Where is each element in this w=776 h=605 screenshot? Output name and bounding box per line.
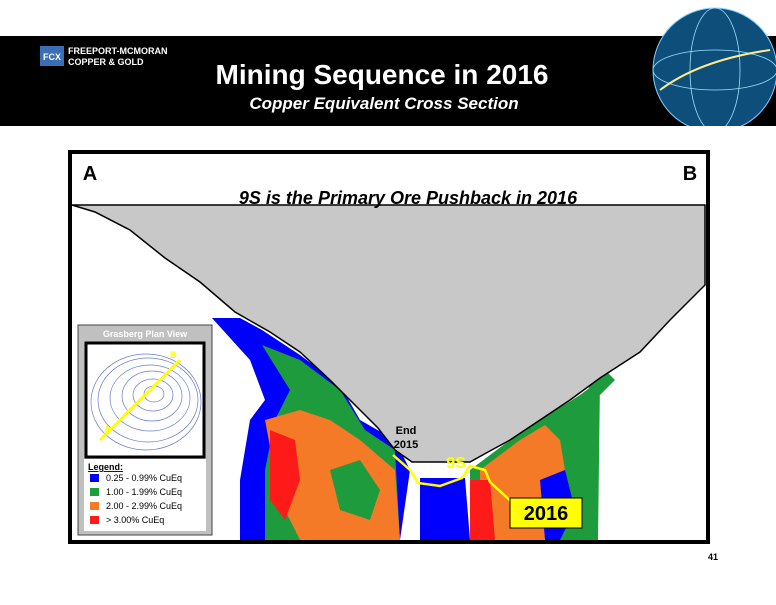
section-border [68, 150, 710, 544]
end-label: 2015 [394, 439, 418, 451]
legend-label: 2.00 - 2.99% CuEq [106, 501, 182, 511]
inset-point: A [104, 424, 111, 434]
title: Mining Sequence in 2016 [216, 59, 549, 90]
section-title: 9S is the Primary Ore Pushback in 2016 [239, 188, 578, 208]
header-band [0, 36, 776, 126]
inset-map [84, 341, 206, 459]
pushback-line [392, 454, 516, 506]
legend-label: 1.00 - 1.99% CuEq [106, 487, 182, 497]
globe [0, 7, 776, 146]
subtitle: Copper Equivalent Cross Section [249, 94, 518, 113]
end-label: End [396, 425, 417, 437]
legend: 0.25 - 0.99% CuEq 1.00 - 1.99% CuEq 2.00 -… [90, 473, 182, 525]
legend-title: Legend: [88, 462, 123, 472]
section-label: B [683, 163, 697, 185]
inset-title: Grasberg Plan View [103, 329, 188, 339]
company-name: COPPER & GOLD [68, 57, 144, 67]
logo-mark [40, 46, 64, 66]
legend-swatch [90, 516, 99, 524]
legend-swatch [90, 488, 99, 496]
section-label: A [83, 163, 97, 185]
pushback-label: 9S [446, 455, 466, 472]
legend-label: > 3.00% CuEq [106, 515, 164, 525]
logo-text: FCX [43, 52, 61, 62]
legend-box [84, 459, 206, 531]
legend-label: 0.25 - 0.99% CuEq [106, 473, 182, 483]
pit-outline [71, 204, 706, 463]
legend-swatch [90, 502, 99, 510]
year-label: 2016 [524, 503, 569, 525]
year-box [509, 497, 583, 529]
page-number: 41 [708, 552, 718, 562]
inset-point: B [170, 350, 177, 360]
legend-swatch [90, 474, 99, 482]
inset-section-line [98, 358, 182, 442]
company-name: FREEPORT-MCMORAN [68, 46, 168, 56]
